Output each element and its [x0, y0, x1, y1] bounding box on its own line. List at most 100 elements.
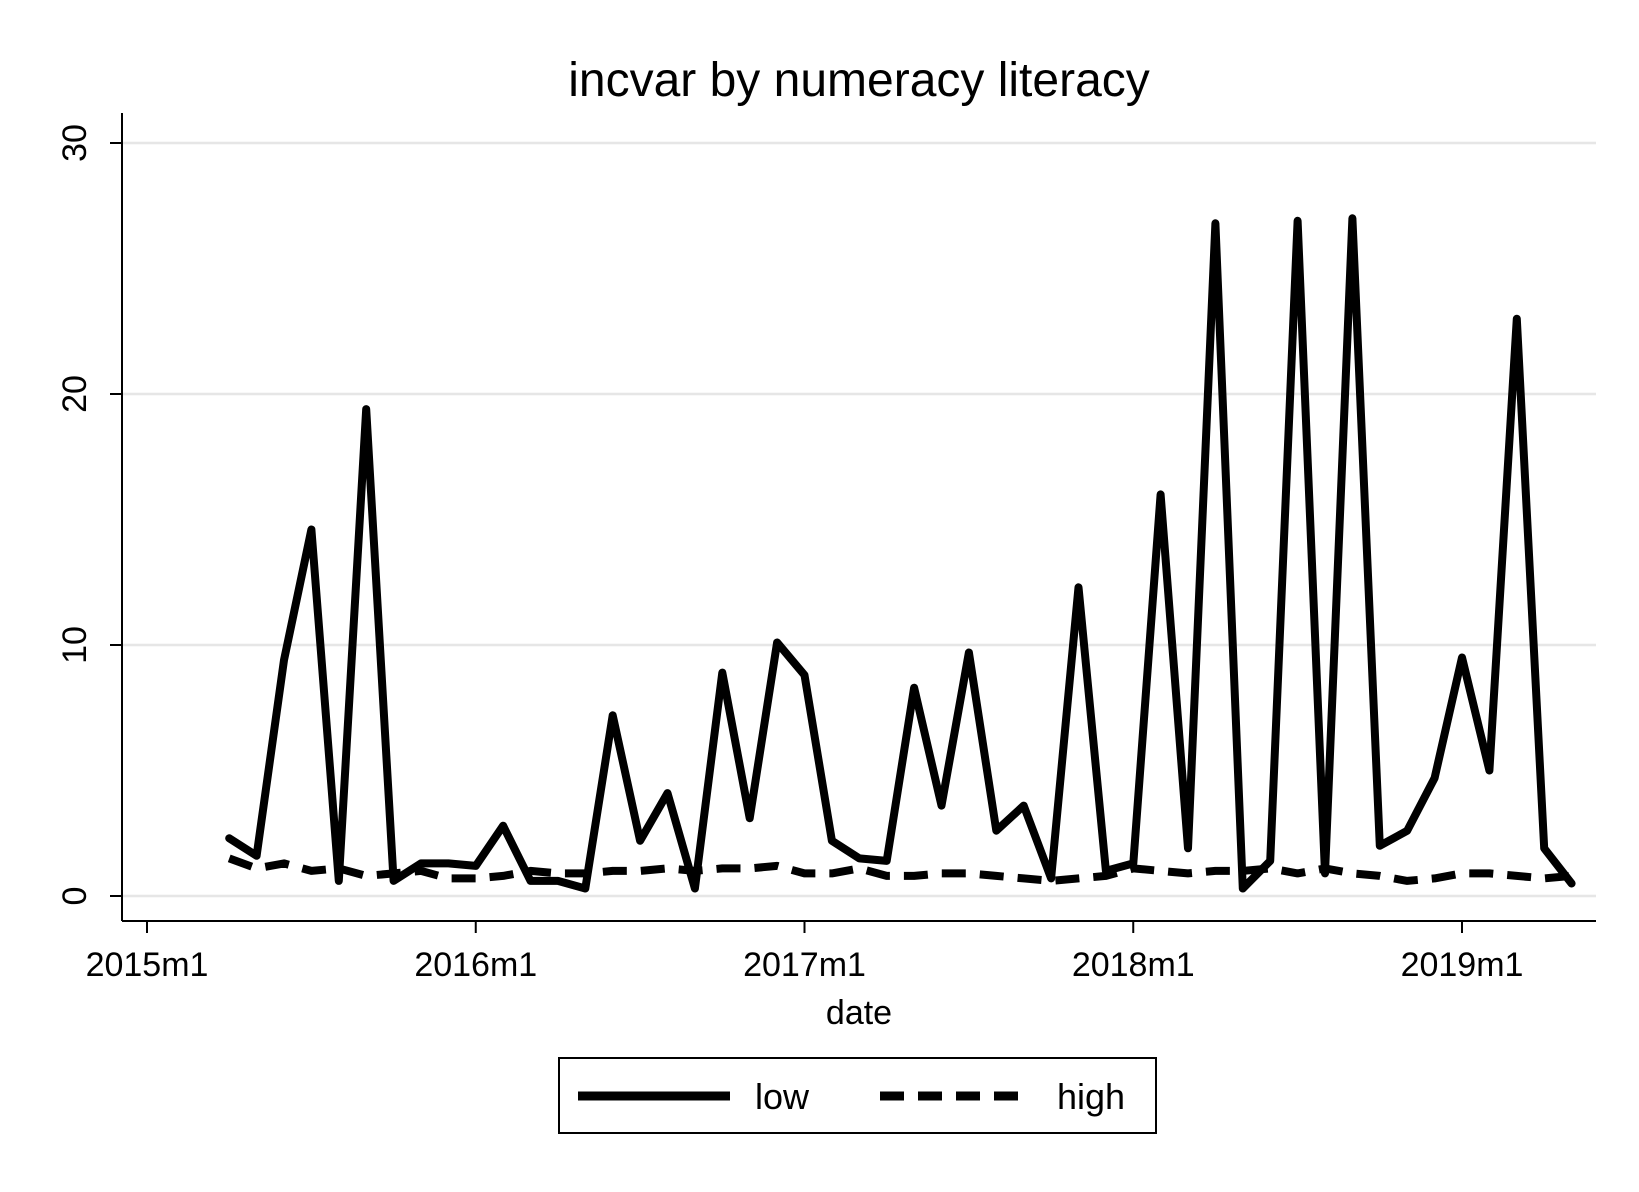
x-axis-label: date — [826, 994, 892, 1032]
data-point-high — [585, 873, 586, 874]
series-lines — [225, 214, 1576, 893]
data-point-high — [996, 875, 997, 876]
y-tick-label: 30 — [56, 124, 94, 162]
y-tick-label: 0 — [56, 887, 94, 906]
data-point-low — [1242, 888, 1243, 889]
data-point-high — [503, 875, 504, 876]
data-point-low — [667, 793, 668, 794]
data-point-low — [831, 840, 832, 841]
data-point-high — [1407, 880, 1408, 881]
data-point-low — [1516, 318, 1517, 319]
data-point-high — [1188, 873, 1189, 874]
data-point-low — [448, 863, 449, 864]
data-point-low — [1297, 220, 1298, 221]
data-point-low — [1434, 778, 1435, 779]
x-tick-label: 2018m1 — [1072, 946, 1195, 984]
data-point-low — [1051, 878, 1052, 879]
data-point-high — [667, 868, 668, 869]
series-line-high — [227, 854, 1572, 885]
data-point-low — [968, 652, 969, 653]
data-point-low — [1462, 657, 1463, 658]
data-point-high — [1051, 880, 1052, 881]
data-point-high — [475, 878, 476, 879]
data-point-low — [941, 805, 942, 806]
data-point-low — [1571, 883, 1572, 884]
data-point-low — [804, 675, 805, 676]
data-point-high — [777, 865, 778, 866]
data-point-high — [941, 873, 942, 874]
data-point-low — [284, 660, 285, 661]
data-point-low — [421, 863, 422, 864]
data-point-low — [311, 529, 312, 530]
data-point-high — [722, 868, 723, 869]
data-point-low — [722, 672, 723, 673]
data-point-high — [256, 868, 257, 869]
data-point-high — [229, 858, 230, 859]
data-point-high — [804, 873, 805, 874]
data-point-high — [1270, 868, 1271, 869]
data-point-low — [914, 687, 915, 688]
data-point-low — [1105, 870, 1106, 871]
data-point-low — [996, 830, 997, 831]
legend-label-high: high — [1057, 1076, 1125, 1117]
data-point-high — [886, 875, 887, 876]
data-point-low — [1023, 805, 1024, 806]
data-point-high — [366, 875, 367, 876]
x-tick-label: 2016m1 — [414, 946, 537, 984]
data-point-low — [393, 880, 394, 881]
x-tick-label: 2015m1 — [86, 946, 209, 984]
data-point-low — [1215, 223, 1216, 224]
data-point-high — [1434, 878, 1435, 879]
data-point-low — [1078, 587, 1079, 588]
data-point-high — [1215, 870, 1216, 871]
data-point-high — [448, 878, 449, 879]
data-point-high — [612, 870, 613, 871]
data-point-high — [530, 870, 531, 871]
data-point-high — [914, 875, 915, 876]
y-tick-label: 20 — [56, 375, 94, 413]
data-point-low — [612, 715, 613, 716]
data-point-high — [1160, 870, 1161, 871]
data-point-low — [585, 888, 586, 889]
data-point-low — [557, 880, 558, 881]
data-point-high — [1325, 868, 1326, 869]
data-point-low — [1379, 845, 1380, 846]
data-point-high — [393, 873, 394, 874]
data-point-low — [366, 409, 367, 410]
data-point-high — [1571, 875, 1572, 876]
legend: low high — [558, 1057, 1157, 1134]
series-line-low — [225, 214, 1576, 893]
data-point-low — [749, 818, 750, 819]
data-point-low — [694, 888, 695, 889]
data-point-high — [749, 868, 750, 869]
data-point-high — [694, 870, 695, 871]
data-point-low — [1325, 873, 1326, 874]
chart-title: incvar by numeracy literacy — [568, 54, 1150, 107]
data-point-high — [1544, 878, 1545, 879]
x-tick-label: 2019m1 — [1401, 946, 1524, 984]
data-point-high — [1105, 875, 1106, 876]
data-point-high — [338, 868, 339, 869]
data-point-high — [311, 870, 312, 871]
data-point-high — [1078, 878, 1079, 879]
data-point-low — [1407, 830, 1408, 831]
data-point-high — [421, 870, 422, 871]
data-point-low — [1133, 863, 1134, 864]
data-point-high — [1023, 878, 1024, 879]
data-point-high — [1297, 873, 1298, 874]
data-point-low — [886, 860, 887, 861]
data-point-high — [1352, 873, 1353, 874]
data-point-low — [1188, 848, 1189, 849]
data-point-high — [831, 873, 832, 874]
data-point-low — [229, 838, 230, 839]
data-point-low — [503, 825, 504, 826]
data-point-low — [1352, 218, 1353, 219]
data-point-high — [284, 863, 285, 864]
axes: 0 10 20 30 2015m1 2016m1 2017m1 2018m1 2019m1 — [56, 113, 1596, 984]
data-point-low — [859, 858, 860, 859]
data-point-high — [1489, 873, 1490, 874]
data-point-high — [640, 870, 641, 871]
data-point-low — [777, 642, 778, 643]
data-point-low — [475, 865, 476, 866]
data-point-low — [256, 855, 257, 856]
